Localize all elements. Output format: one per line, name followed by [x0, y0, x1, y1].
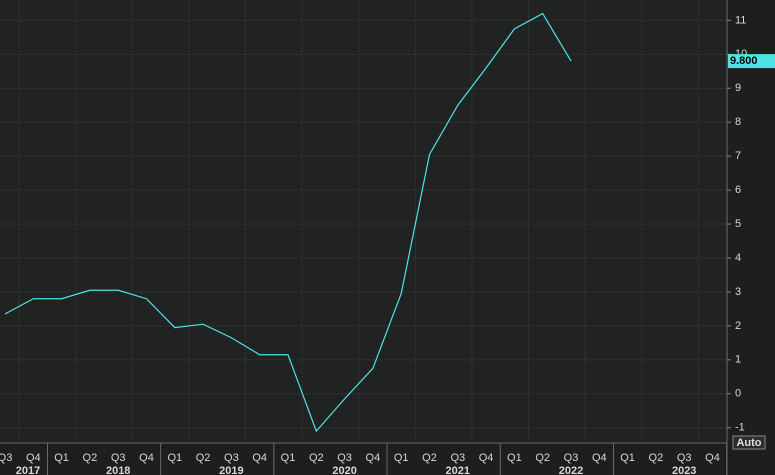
x-tick-label: Q1 [54, 452, 69, 464]
last-value-label: 9.800 [730, 55, 758, 67]
y-tick-label: 0 [735, 388, 741, 400]
y-tick-label: 4 [735, 252, 741, 264]
x-tick-label: Q1 [281, 452, 296, 464]
grid [0, 0, 731, 475]
x-tick-label: Q3 [0, 452, 12, 464]
x-tick-label: Q4 [705, 452, 720, 464]
x-tick-label: Q2 [422, 452, 437, 464]
y-tick-label: 3 [735, 286, 741, 298]
y-tick-label: 2 [735, 320, 741, 332]
x-tick-label: Q3 [450, 452, 465, 464]
x-year-label: 2021 [446, 465, 470, 475]
x-tick-label: Q2 [309, 452, 324, 464]
y-tick-label: 8 [735, 116, 741, 128]
x-tick-label: Q4 [592, 452, 607, 464]
x-year-label: 2019 [219, 465, 243, 475]
y-tick-label: 6 [735, 184, 741, 196]
y-tick-label: 1 [735, 354, 741, 366]
line-series [4, 12, 572, 433]
last-value-box [728, 54, 775, 69]
plot-area [0, 0, 727, 443]
x-tick-label: Q2 [649, 452, 664, 464]
x-tick-label: Q2 [83, 452, 98, 464]
x-tick-label: Q2 [535, 452, 550, 464]
x-year-label: 2017 [16, 465, 40, 475]
y-tick-label: 5 [735, 218, 741, 230]
x-tick-label: Q1 [167, 452, 182, 464]
x-tick-label: Q4 [26, 452, 41, 464]
y-tick-label: 9 [735, 82, 741, 94]
auto-button-label[interactable]: Auto [736, 437, 761, 449]
x-tick-label: Q3 [564, 452, 579, 464]
x-tick-label: Q3 [224, 452, 239, 464]
x-tick-label: Q4 [479, 452, 494, 464]
y-tick-label: 11 [735, 14, 746, 26]
marks [4, 12, 572, 433]
x-year-label: 2020 [332, 465, 356, 475]
x-tick-label: Q3 [111, 452, 126, 464]
x-tick-label: Q1 [620, 452, 635, 464]
x-tick-label: Q1 [507, 452, 522, 464]
x-tick-label: Q4 [252, 452, 267, 464]
x-tick-label: Q3 [337, 452, 352, 464]
y-tick-label: 7 [735, 150, 741, 162]
x-tick-label: Q1 [394, 452, 409, 464]
x-tick-label: Q4 [366, 452, 381, 464]
x-tick-label: Q4 [139, 452, 154, 464]
labels: -101234567891011Q3Q4Q1Q2Q3Q4Q1Q2Q3Q4Q1Q2… [0, 14, 775, 475]
x-year-label: 2018 [106, 465, 130, 475]
y-tick-label: -1 [735, 422, 745, 434]
x-year-label: 2023 [672, 465, 696, 475]
auto-button[interactable] [732, 435, 766, 450]
x-year-label: 2022 [559, 465, 583, 475]
x-tick-label: Q3 [677, 452, 692, 464]
x-tick-label: Q2 [196, 452, 211, 464]
